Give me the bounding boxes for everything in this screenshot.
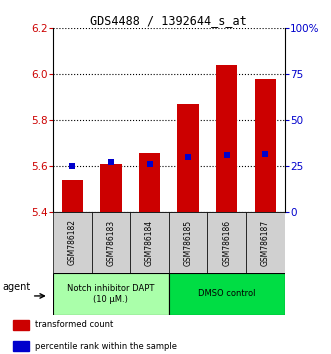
Text: transformed count: transformed count: [35, 320, 114, 329]
Bar: [169, 212, 208, 273]
Bar: [169, 273, 285, 315]
Bar: [139, 153, 160, 212]
Bar: [216, 65, 237, 212]
Text: percentile rank within the sample: percentile rank within the sample: [35, 342, 177, 351]
Bar: [13, 341, 29, 351]
Text: GSM786183: GSM786183: [106, 219, 116, 266]
Bar: [53, 273, 169, 315]
Text: GSM786186: GSM786186: [222, 219, 231, 266]
Text: GSM786182: GSM786182: [68, 219, 77, 266]
Bar: [92, 212, 130, 273]
Bar: [130, 212, 169, 273]
Bar: [53, 212, 92, 273]
Text: Notch inhibitor DAPT
(10 μM.): Notch inhibitor DAPT (10 μM.): [67, 284, 155, 303]
Bar: [177, 104, 199, 212]
Bar: [246, 212, 285, 273]
Bar: [255, 79, 276, 212]
Text: agent: agent: [3, 282, 31, 292]
Text: GSM786185: GSM786185: [184, 219, 193, 266]
Bar: [62, 180, 83, 212]
Text: DMSO control: DMSO control: [198, 289, 256, 298]
Bar: [100, 164, 121, 212]
Title: GDS4488 / 1392644_s_at: GDS4488 / 1392644_s_at: [90, 14, 247, 27]
Bar: [13, 320, 29, 330]
Text: GSM786187: GSM786187: [261, 219, 270, 266]
Text: GSM786184: GSM786184: [145, 219, 154, 266]
Bar: [208, 212, 246, 273]
